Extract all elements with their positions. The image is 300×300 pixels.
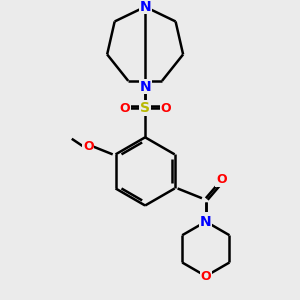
Text: N: N [139,0,151,14]
Text: S: S [140,101,150,115]
Text: O: O [160,102,171,115]
Text: O: O [200,270,211,283]
Text: N: N [200,214,212,229]
Text: O: O [83,140,94,153]
Text: N: N [200,213,212,226]
Text: O: O [119,102,130,115]
Text: N: N [139,80,151,94]
Text: O: O [216,173,227,186]
